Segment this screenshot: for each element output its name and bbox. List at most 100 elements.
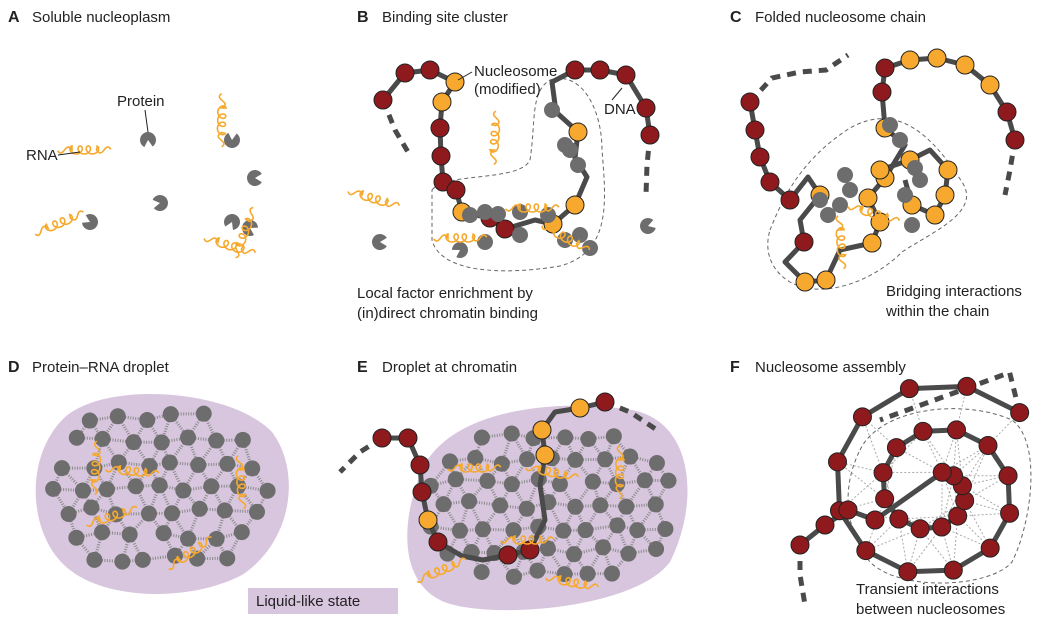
- nucleosome: [741, 93, 759, 111]
- protein: [141, 506, 157, 522]
- protein: [196, 406, 212, 422]
- protein: [180, 531, 196, 547]
- nucleosome: [446, 73, 464, 91]
- protein: [164, 505, 180, 521]
- panel-letter: B: [357, 9, 369, 26]
- nucleosome: [887, 439, 905, 457]
- nucleosome: [829, 453, 847, 471]
- protein: [490, 206, 506, 222]
- nucleosome: [933, 463, 951, 481]
- nucleosome: [429, 533, 447, 551]
- dna-end: [750, 55, 848, 102]
- nucleosome: [981, 539, 999, 557]
- nucleosome: [419, 511, 437, 529]
- protein: [190, 457, 206, 473]
- protein: [135, 552, 151, 568]
- nucleosome: [857, 542, 875, 560]
- legend-label: Liquid-like state: [256, 593, 360, 610]
- rna: [204, 238, 255, 253]
- label: within the chain: [885, 303, 989, 320]
- protein: [474, 429, 490, 445]
- nucleosome: [411, 456, 429, 474]
- nucleosome: [900, 380, 918, 398]
- protein: [566, 546, 582, 562]
- protein: [649, 455, 665, 471]
- protein: [882, 117, 898, 133]
- nucleosome: [914, 422, 932, 440]
- nucleosome: [839, 501, 857, 519]
- nucleosome: [566, 196, 584, 214]
- nucleosome: [876, 59, 894, 77]
- nucleosome: [795, 233, 813, 251]
- protein: [597, 451, 613, 467]
- protein: [140, 132, 156, 147]
- protein: [492, 497, 508, 513]
- nucleosome: [571, 399, 589, 417]
- protein: [83, 499, 99, 515]
- nucleosome: [901, 51, 919, 69]
- protein: [572, 227, 588, 243]
- protein: [163, 406, 179, 422]
- protein: [904, 217, 920, 233]
- protein: [640, 218, 656, 234]
- protein: [436, 496, 452, 512]
- protein: [582, 240, 598, 256]
- protein: [217, 502, 233, 518]
- protein: [461, 493, 477, 509]
- protein: [837, 167, 853, 183]
- protein: [82, 413, 98, 429]
- protein: [504, 425, 520, 441]
- protein: [512, 227, 528, 243]
- protein: [247, 170, 262, 186]
- protein: [648, 541, 664, 557]
- protein: [477, 234, 493, 250]
- protein: [648, 496, 664, 512]
- protein: [557, 137, 573, 153]
- nucleosome: [431, 119, 449, 137]
- protein: [505, 522, 521, 538]
- protein: [244, 460, 260, 476]
- label: Local factor enrichment by: [357, 285, 533, 302]
- label: RNA: [26, 147, 58, 164]
- protein: [249, 504, 265, 520]
- nucleosome: [936, 186, 954, 204]
- protein: [209, 531, 225, 547]
- protein: [912, 172, 928, 188]
- label: Bridging interactions: [886, 283, 1022, 300]
- panel-title: Nucleosome assembly: [755, 359, 906, 376]
- nucleosome: [596, 393, 614, 411]
- protein: [529, 563, 545, 579]
- nucleosome: [874, 464, 892, 482]
- protein: [86, 552, 102, 568]
- protein: [156, 525, 172, 541]
- nucleosome: [958, 377, 976, 395]
- nucleosome: [591, 61, 609, 79]
- protein: [110, 408, 126, 424]
- protein: [657, 521, 673, 537]
- nucleosome: [796, 273, 814, 291]
- protein: [622, 449, 638, 465]
- protein: [126, 434, 142, 450]
- panel-letter: C: [730, 9, 742, 26]
- nucleosome: [761, 173, 779, 191]
- nucleosome: [751, 148, 769, 166]
- protein: [128, 478, 144, 494]
- protein: [661, 473, 677, 489]
- nucleosome: [859, 189, 877, 207]
- nucleosome: [863, 234, 881, 252]
- protein: [54, 460, 70, 476]
- protein: [494, 456, 510, 472]
- protein: [557, 429, 573, 445]
- protein: [606, 428, 622, 444]
- protein: [580, 566, 596, 582]
- nucleosome: [911, 520, 929, 538]
- protein: [812, 192, 828, 208]
- protein: [219, 456, 235, 472]
- nucleosome: [899, 563, 917, 581]
- protein: [474, 564, 490, 580]
- nucleosome: [496, 220, 514, 238]
- leader: [612, 88, 622, 100]
- protein: [224, 214, 240, 230]
- panel-title: Protein–RNA droplet: [32, 359, 170, 376]
- protein: [567, 452, 583, 468]
